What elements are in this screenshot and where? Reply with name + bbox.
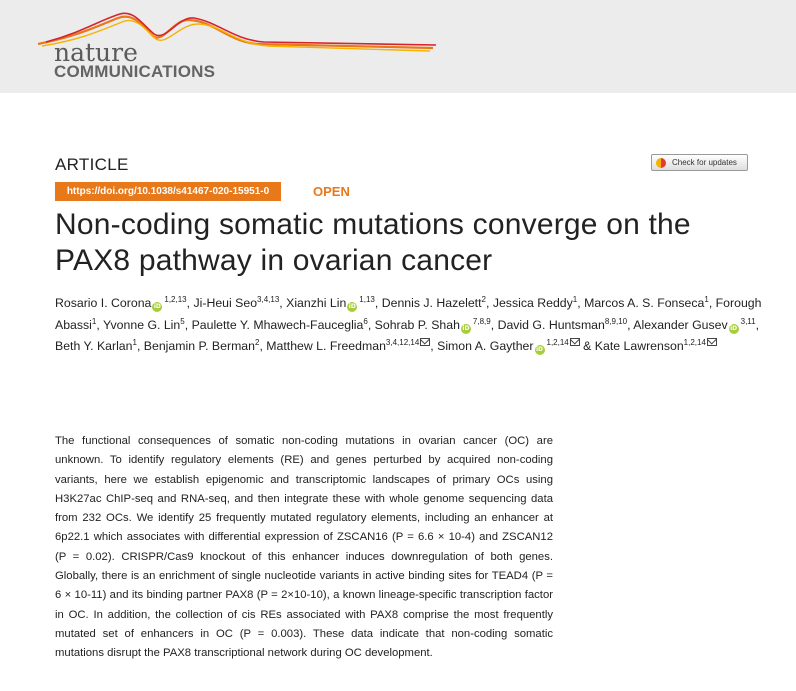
author-affiliation: 3,4,13 (257, 295, 280, 304)
logo-wave-yellow (41, 19, 431, 52)
author-name[interactable]: Matthew L. Freedman (266, 339, 386, 353)
author-item[interactable]: Matthew L. Freedman3,4,12,14 (266, 338, 431, 353)
author-separator: , (186, 296, 194, 310)
author-separator: , (259, 339, 267, 353)
author-item[interactable]: Rosario I. Corona iD1,2,13 (55, 295, 187, 312)
author-separator: , (367, 317, 375, 332)
author-separator: , (374, 296, 382, 310)
author-item[interactable]: Kate Lawrenson1,2,14 (594, 338, 717, 353)
author-affiliation: 1 (132, 338, 137, 347)
author-separator: , (708, 296, 716, 310)
author-item[interactable]: Beth Y. Karlan1 (55, 338, 137, 354)
article-title: Non-coding somatic mutations converge on… (55, 208, 691, 277)
orcid-icon[interactable]: iD (347, 302, 358, 312)
author-affiliation: 5 (180, 316, 185, 326)
author-item[interactable]: Sohrab P. Shah iD7,8,9 (374, 316, 491, 334)
author-item[interactable]: Forough Abassi1 (55, 296, 761, 332)
author-name[interactable]: Ji-Heui Seo (193, 296, 258, 310)
author-name[interactable]: Jessica Reddy (492, 296, 573, 310)
author-separator: , (755, 317, 760, 332)
orcid-icon[interactable]: iD (460, 323, 471, 334)
author-affiliation: 1 (704, 295, 709, 304)
author-name[interactable]: Xianzhi Lin (286, 296, 347, 310)
author-item[interactable]: Paulette Y. Mhawech-Fauceglia6 (191, 316, 368, 332)
author-affiliation: 1,13 (359, 295, 375, 304)
author-name[interactable]: Alexander Gusev (633, 317, 728, 332)
author-name[interactable]: Yvonne G. Lin (103, 317, 181, 332)
author-item[interactable]: Yvonne G. Lin5 (103, 316, 185, 332)
author-item[interactable]: Benjamin P. Berman2 (143, 338, 260, 354)
orcid-icon[interactable]: iD (534, 345, 545, 355)
journal-logo-nature: nature (54, 38, 138, 67)
author-name[interactable]: Kate Lawrenson (594, 339, 684, 353)
author-name[interactable]: Simon A. Gayther (437, 339, 534, 353)
orcid-icon[interactable]: iD (728, 323, 739, 334)
article-type-label: ARTICLE (55, 155, 129, 174)
author-separator: , (577, 296, 585, 310)
author-item[interactable]: Jessica Reddy1 (492, 295, 578, 311)
author-name[interactable]: Benjamin P. Berman (143, 339, 255, 353)
abstract-text: The functional consequences of somatic n… (55, 435, 553, 660)
author-name[interactable]: Rosario I. Corona (55, 296, 152, 310)
author-separator: , (430, 339, 438, 353)
author-affiliation: 7,8,9 (472, 316, 491, 326)
author-affiliation: 1,2,14 (683, 338, 706, 347)
journal-logo-waves (38, 12, 437, 52)
crossmark-icon (656, 157, 666, 168)
check-for-updates-label: Check for updates (672, 158, 737, 167)
email-icon[interactable] (706, 338, 717, 346)
author-list: Rosario I. Corona iD1,2,13, Ji-Heui Seo3,… (55, 293, 765, 358)
author-item[interactable]: Marcos A. S. Fonseca1 (584, 295, 709, 311)
author-affiliation: 3,11 (740, 316, 756, 326)
author-separator: , (279, 296, 287, 310)
email-icon[interactable] (569, 338, 580, 346)
author-separator: , (184, 317, 192, 332)
author-item[interactable]: Alexander Gusev iD3,11 (633, 316, 756, 334)
author-affiliation: 6 (363, 316, 368, 326)
email-icon[interactable] (420, 338, 431, 346)
author-separator: , (136, 339, 144, 353)
open-access-label: OPEN (313, 184, 350, 199)
author-item[interactable]: David G. Huntsman8,9,10 (497, 316, 628, 332)
author-name[interactable]: Dennis J. Hazelett (381, 296, 482, 310)
author-name[interactable]: Sohrab P. Shah (374, 317, 460, 332)
doi-link[interactable]: https://doi.org/10.1038/s41467-020-15951… (55, 182, 281, 201)
author-affiliation: 1 (572, 295, 578, 304)
author-affiliation: 1,2,13 (164, 295, 187, 304)
author-separator: , (485, 296, 493, 310)
author-affiliation: 2 (481, 295, 486, 304)
author-affiliation: 8,9,10 (604, 316, 628, 326)
author-item[interactable]: Ji-Heui Seo3,4,13 (193, 295, 280, 311)
journal-logo-communications: COMMUNICATIONS (54, 62, 216, 81)
author-name[interactable]: David G. Huntsman (497, 317, 605, 332)
author-item[interactable]: Simon A. Gayther iD1,2,14 (437, 338, 580, 355)
author-separator: & (579, 339, 595, 353)
author-affiliation: 1,2,14 (546, 338, 569, 347)
author-separator: , (627, 317, 634, 332)
logo-wave-red (45, 12, 437, 46)
author-name[interactable]: Forough Abassi (55, 296, 762, 332)
author-separator: , (96, 317, 103, 332)
author-item[interactable]: Dennis J. Hazelett2 (381, 295, 486, 311)
author-name[interactable]: Beth Y. Karlan (55, 339, 133, 353)
check-for-updates-button[interactable]: Check for updates (651, 154, 748, 171)
journal-masthead: nature COMMUNICATIONS (0, 0, 796, 93)
author-separator: , (490, 317, 498, 332)
orcid-icon[interactable]: iD (152, 302, 163, 312)
author-item[interactable]: Xianzhi Lin iD1,13 (286, 295, 375, 312)
author-name[interactable]: Paulette Y. Mhawech-Fauceglia (191, 317, 364, 332)
author-affiliation: 2 (255, 338, 260, 347)
author-affiliation: 3,4,12,14 (385, 338, 420, 347)
author-affiliation: 1 (91, 316, 97, 326)
author-name[interactable]: Marcos A. S. Fonseca (584, 296, 705, 310)
